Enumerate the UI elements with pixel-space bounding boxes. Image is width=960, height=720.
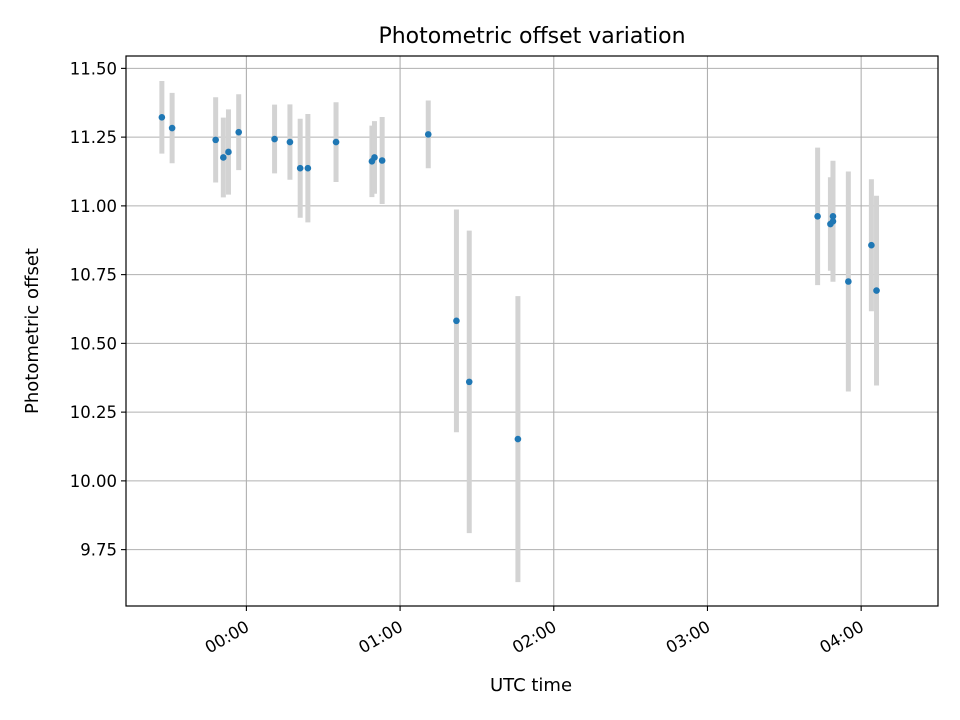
y-tick-label: 9.75 [80, 541, 117, 560]
x-axis-ticks: 00:00 01:00 02:00 03:00 04:00 [202, 606, 867, 657]
data-point [286, 138, 294, 146]
y-tick-label: 11.50 [70, 59, 117, 78]
data-point [514, 435, 522, 443]
y-axis-ticks: 9.75 10.00 10.25 10.50 10.75 11.00 11.25 11.50 [70, 59, 126, 560]
data-point [868, 241, 875, 249]
error-bars [159, 81, 880, 583]
data-point [465, 378, 473, 386]
data-point [453, 317, 460, 325]
data-point [296, 164, 304, 172]
data-point [158, 114, 166, 121]
data-point [220, 154, 227, 161]
data-point [424, 131, 432, 138]
x-tick-label: 01:00 [355, 617, 406, 657]
plot-frame [125, 55, 939, 607]
data-point [304, 164, 312, 172]
data-point [271, 135, 278, 143]
y-axis-label: Photometric offset [22, 248, 43, 414]
data-point [845, 278, 852, 285]
data-point [378, 157, 386, 164]
data-point [225, 148, 232, 156]
y-tick-label: 10.00 [70, 472, 117, 491]
data-point [873, 287, 880, 294]
y-tick-label: 10.75 [70, 266, 117, 285]
y-tick-label: 10.50 [70, 334, 117, 353]
data-point [235, 128, 243, 136]
x-tick-label: 02:00 [509, 617, 560, 657]
data-markers [158, 114, 880, 443]
y-tick-label: 11.25 [70, 128, 117, 147]
chart-title: Photometric offset variation [378, 24, 685, 49]
data-point [212, 136, 219, 144]
x-tick-label: 04:00 [816, 617, 867, 657]
data-point [829, 217, 837, 225]
data-point [168, 124, 176, 132]
grid-lines [126, 56, 938, 606]
data-point [829, 213, 837, 220]
y-tick-label: 11.00 [70, 197, 117, 216]
data-point [332, 138, 340, 146]
x-tick-label: 03:00 [663, 617, 714, 657]
y-tick-label: 10.25 [70, 403, 117, 422]
data-point [371, 154, 378, 161]
data-point [814, 213, 821, 220]
x-axis-label: UTC time [490, 675, 572, 696]
x-tick-label: 00:00 [202, 617, 253, 657]
